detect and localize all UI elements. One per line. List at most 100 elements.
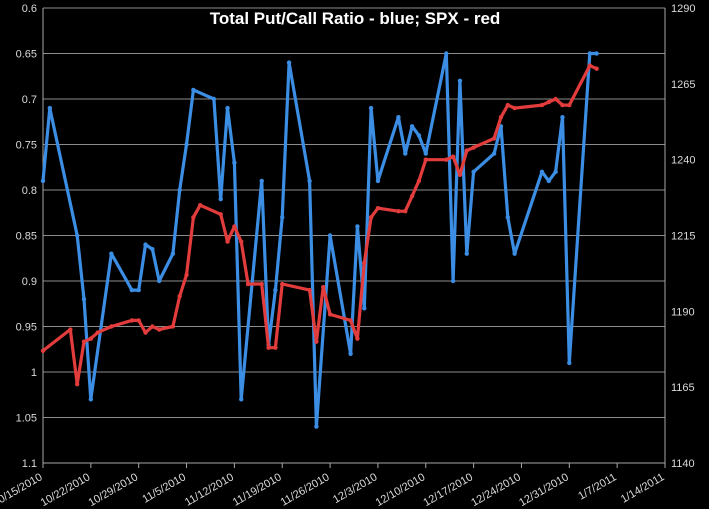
spx-point (348, 318, 353, 323)
y-left-tick-label: 0.6 (22, 3, 37, 15)
y-left-tick-label: 0.95 (16, 322, 37, 334)
x-tick-label: 12/3/2010 (331, 471, 379, 506)
put-call-ratio-point (567, 360, 572, 366)
y-left-tick-label: 1 (31, 367, 37, 379)
put-call-ratio-point (314, 424, 319, 429)
x-tick-label: 12/24/2010 (469, 471, 523, 509)
put-call-ratio-point (239, 397, 244, 402)
spx-point (170, 324, 176, 329)
spx-point (464, 148, 469, 153)
gridlines (43, 7, 665, 464)
put-call-ratio-point (81, 297, 87, 302)
spx-point (560, 102, 565, 108)
y-right-tick-label: 1215 (671, 231, 695, 243)
put-call-ratio-point (259, 178, 264, 184)
spx-point (225, 239, 230, 244)
x-tick-label: 11/5/2010 (140, 471, 188, 505)
spx-point (321, 284, 326, 290)
put-call-ratio-point (505, 215, 510, 220)
spx-point (416, 178, 422, 184)
y-left-tick-label: 0.8 (22, 185, 37, 197)
spx-point (444, 157, 449, 162)
x-tick-label: 12/31/2010 (517, 471, 571, 509)
spx-point (150, 324, 155, 329)
put-call-ratio-point (143, 242, 148, 247)
put-call-ratio-point (491, 151, 497, 156)
put-call-ratio-point (368, 105, 374, 111)
put-call-ratio-point (362, 306, 367, 311)
put-call-ratio-point (327, 233, 333, 238)
put-call-ratio-point (553, 169, 558, 174)
spx-point (471, 145, 476, 150)
put-call-ratio-point (88, 397, 94, 402)
spx-point (567, 102, 572, 108)
axes: 0.6 0.65 0.7 0.75 0.8 0.85 0.9 0.95 1 1.05 1.1 1140… (0, 3, 695, 509)
spx-point (109, 324, 114, 329)
chart-title: Total Put/Call Ratio - blue; SPX - red (210, 9, 501, 28)
put-call-ratio-point (594, 51, 599, 56)
put-call-ratio-point (156, 278, 162, 284)
y-right-tick-label: 1165 (671, 382, 695, 394)
y-left-tick-label: 0.9 (22, 276, 37, 288)
spx-point (491, 136, 497, 141)
put-call-ratio-point (464, 251, 469, 256)
x-tick-label: 10/15/2010 (0, 471, 45, 509)
spx-point (307, 287, 312, 293)
spx-line (41, 63, 599, 386)
spx-point (273, 345, 278, 350)
spx-point (498, 115, 504, 120)
put-call-ratio-point (109, 251, 114, 256)
put-call-ratio-point (423, 151, 428, 156)
spx-point (280, 281, 285, 287)
y-right-tick-label: 1190 (671, 306, 695, 318)
put-call-ratio-point (539, 169, 545, 174)
spx-point (368, 215, 374, 220)
put-call-ratio-point (560, 115, 565, 120)
spx-point (423, 157, 428, 162)
y-right-tick-label: 1240 (671, 155, 695, 167)
put-call-ratio-point (471, 169, 476, 174)
spx-point (314, 339, 319, 344)
put-call-ratio-point (450, 278, 456, 284)
spx-point (546, 99, 552, 105)
y-left-tick-label: 0.75 (16, 140, 37, 152)
spx-point (136, 318, 141, 323)
spx-point (88, 336, 94, 341)
spx-point (239, 239, 244, 244)
put-call-ratio-point (211, 96, 217, 102)
put-call-ratio-point (47, 105, 53, 111)
put-call-ratio-point (403, 151, 408, 156)
spx-point (143, 330, 148, 335)
spx-point (218, 212, 223, 217)
put-call-ratio-point (355, 224, 360, 229)
y-left-tick-label: 0.65 (16, 49, 37, 61)
spx-point (129, 318, 135, 323)
spx-point (68, 327, 73, 332)
spx-point (327, 312, 333, 317)
put-call-ratio-point (280, 215, 285, 220)
put-call-ratio-point (416, 133, 422, 138)
put-call-ratio-point (396, 115, 401, 120)
put-call-ratio-point (40, 178, 46, 184)
put-call-ratio-point (218, 196, 223, 202)
spx-point (403, 209, 408, 214)
spx-point (539, 102, 545, 108)
series-lines (40, 51, 599, 429)
spx-point (450, 154, 456, 159)
spx-point (505, 102, 510, 108)
spx-point (40, 348, 46, 353)
put-call-ratio-point (286, 60, 292, 65)
spx-point (355, 336, 360, 341)
y-left-tick-label: 1.1 (22, 458, 37, 470)
put-call-ratio-point (375, 178, 381, 184)
spx-point (587, 63, 593, 68)
spx-point (198, 202, 203, 208)
spx-point (184, 272, 189, 278)
spx-point (457, 172, 463, 178)
put-call-ratio-point (74, 233, 80, 238)
y-right-tick-label: 1290 (671, 3, 695, 15)
x-tick-label: 10/22/2010 (39, 471, 93, 509)
spx-point (594, 66, 599, 71)
